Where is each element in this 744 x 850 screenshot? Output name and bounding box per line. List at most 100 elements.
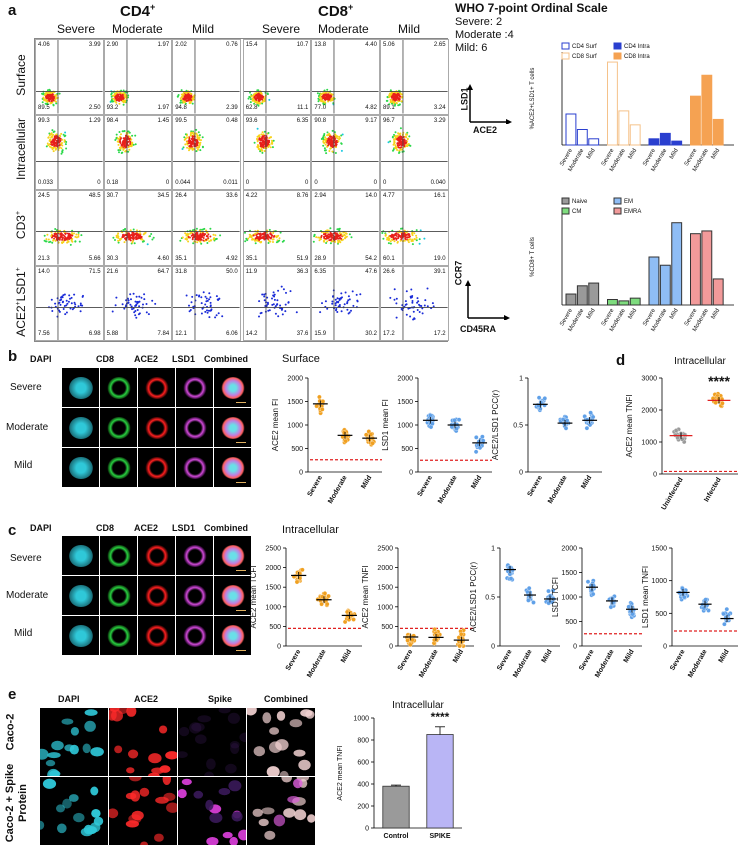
x-tick-label: Mild (340, 649, 353, 665)
facs-plot-intracellular-1: 98.4 1.45 0.18 0 (103, 114, 173, 190)
y-tick-label: 1000 (561, 595, 577, 602)
x-tick-label: Severe (285, 648, 303, 671)
y-tick-label: 0 (491, 644, 495, 651)
x-tick-label: Uninfected (661, 477, 685, 512)
data-point (626, 604, 631, 610)
data-point (724, 606, 730, 612)
facs-scatter (104, 115, 172, 189)
x-tick-label: Mild (669, 148, 680, 161)
cell-image (107, 624, 131, 648)
cell-image (183, 376, 207, 400)
cell-image (69, 544, 93, 568)
y-tick-label: 1500 (265, 585, 281, 592)
y-axis-label: %CD8+ T cells (530, 237, 536, 277)
facs-plot-surface-3: 15.4 10.7 62.8 11.1 (242, 39, 312, 115)
b-row-severe: Severe (10, 382, 42, 393)
facs-scatter (173, 266, 240, 340)
y-axis-label: %ACE2+LSD1+ T cells (530, 68, 536, 130)
facs-plot-ace2lsd1-3: 11.9 36.3 14.2 37.6 (242, 265, 312, 341)
quadrant-value: 4.22 (245, 193, 258, 199)
facs-plot-surface-4: 13.8 4.40 77.0 4.82 (311, 39, 380, 115)
quadrant-value: 0.76 (226, 42, 238, 48)
cell-image (183, 456, 207, 480)
facs-scatter (243, 115, 311, 189)
x-tick-label: Severe (496, 648, 514, 671)
cell-field (109, 777, 177, 845)
y-tick-label: 2000 (641, 408, 657, 415)
scale-bar (236, 610, 246, 611)
x-tick-label: Moderate (594, 648, 616, 679)
quadrant-value: 1.97 (157, 104, 170, 111)
bar-cd4-intra-moderate (659, 132, 671, 146)
panel-e-letter: e (8, 686, 17, 703)
y-tick-label: 0 (365, 826, 369, 833)
data-point (480, 434, 485, 439)
facs-plot-intracellular-5: 96.7 3.29 0 0.040 (380, 114, 449, 190)
facs-plot-ace2lsd1-5: 26.6 39.1 17.2 17.2 (380, 265, 449, 341)
e-row-caco2-spike: Caco-2 + Spike Protein (4, 763, 29, 843)
quadrant-value: 28.9 (314, 255, 327, 262)
facs-scatter (173, 191, 240, 265)
cell-image (69, 376, 93, 400)
quadrant-value: 0.033 (38, 180, 54, 186)
quadrant-value: 35.1 (175, 255, 187, 262)
cell-image (183, 624, 207, 648)
bar-em-severe (648, 256, 660, 306)
x-tick-label: Mild (718, 649, 731, 665)
quadrant-value: 47.6 (365, 268, 377, 275)
quadrant-value: 2.90 (106, 42, 119, 48)
quadrant-value: 0 (373, 180, 377, 186)
y-tick-label: 2500 (377, 546, 393, 553)
bar-control (382, 785, 410, 829)
quadrant-value: 90.8 (314, 117, 327, 124)
quadrant-value: 4.77 (383, 193, 395, 199)
legend-swatch (561, 197, 570, 205)
y-axis-label: ACE2 mean TNFI (361, 566, 370, 629)
axis-cd45ra-label: CD45RA (460, 324, 497, 334)
cell-image (221, 544, 245, 568)
quadrant-value: 54.2 (365, 255, 377, 262)
row-label-intracellular: Intracellular (14, 117, 28, 181)
bar-cd8-intra-severe (690, 95, 701, 146)
x-tick-label: Moderate (512, 648, 534, 679)
data-point (326, 593, 331, 599)
facs-scatter (312, 266, 379, 340)
facs-scatter (243, 266, 311, 340)
bar-cd8-intra-moderate (701, 74, 713, 146)
col-label-mild-cd8: Mild (398, 22, 421, 36)
y-tick-label: 2000 (397, 376, 413, 383)
quadrant-value: 98.4 (106, 117, 119, 124)
b-header-ace2: ACE2 (134, 354, 159, 364)
quadrant-value: 6.06 (226, 331, 238, 337)
y-tick-label: 1500 (377, 585, 393, 592)
quadrant-value: 77.0 (314, 104, 327, 111)
legend-swatch (561, 52, 570, 60)
data-point (721, 611, 726, 617)
x-tick-label: Mild (360, 475, 373, 491)
y-tick-label: 2500 (265, 546, 281, 553)
data-point (408, 642, 413, 648)
y-tick-label: 400 (357, 782, 369, 789)
b-title-surface: Surface (282, 353, 320, 365)
legend-label: EMRA (624, 209, 641, 215)
mic-b-micrograph-tile (176, 448, 213, 487)
e-micrograph-tile (178, 777, 246, 845)
quadrant-value: 9.17 (365, 117, 377, 124)
quadrant-value: 17.2 (433, 331, 446, 337)
data-point (590, 591, 596, 597)
facs-plot-cd3-2: 26.4 33.6 35.1 4.92 (172, 190, 241, 266)
e-row-caco2: Caco-2 (4, 713, 17, 751)
data-point (526, 585, 532, 591)
cell-image (221, 624, 245, 648)
data-point (480, 438, 486, 443)
mic-b-micrograph-tile (138, 368, 175, 407)
e-header-spike: Spike (208, 694, 233, 704)
panel-a-letter: a (8, 2, 17, 19)
bar-cm-severe (607, 299, 618, 306)
col-label-mild-cd4: Mild (192, 22, 215, 36)
quadrant-value: 71.5 (88, 268, 101, 275)
x-tick-label: Severe (397, 648, 415, 671)
quadrant-value: 0 (314, 180, 318, 186)
data-point (562, 421, 567, 427)
quadrant-value: 8.76 (296, 193, 309, 199)
